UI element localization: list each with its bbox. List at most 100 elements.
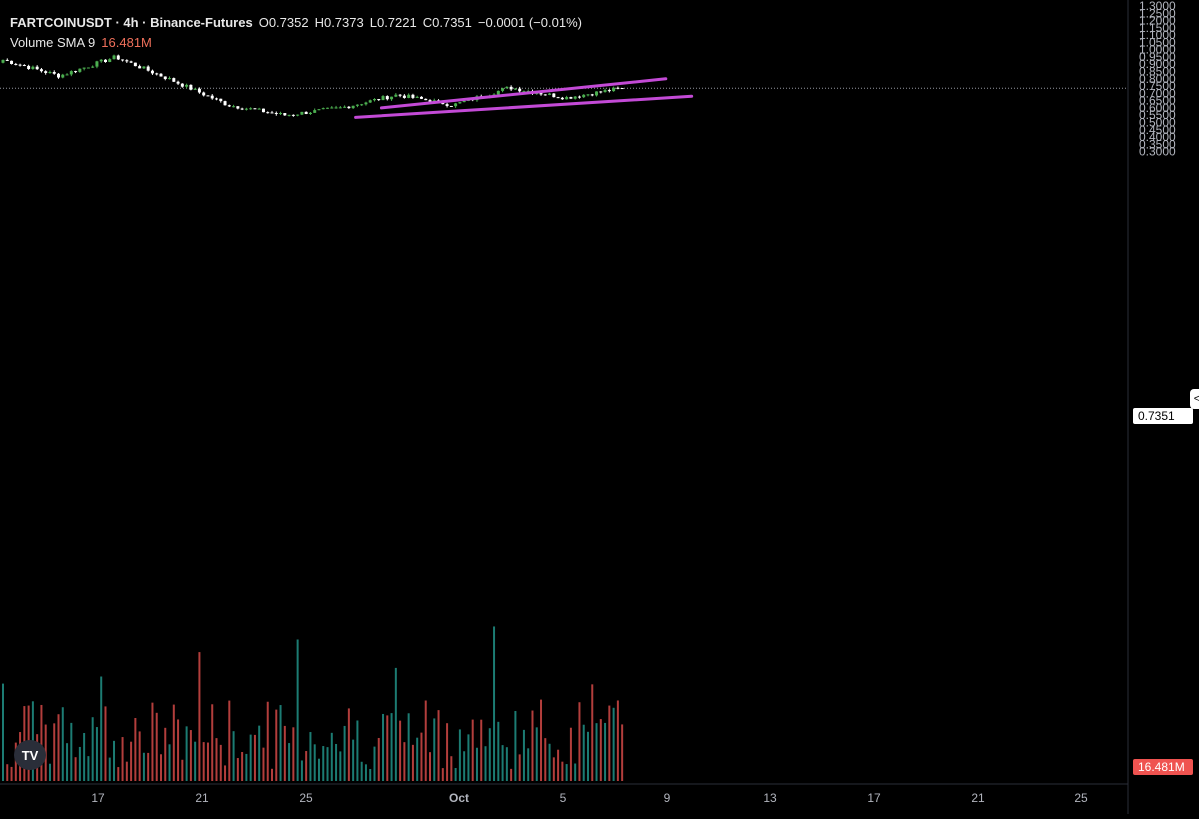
volume-row: Volume SMA 9 16.481M	[10, 32, 582, 52]
volume-bar	[147, 752, 150, 781]
candle-body	[326, 107, 330, 109]
y-tick-label: 0.6000	[1139, 101, 1176, 115]
volume-bar	[10, 766, 13, 781]
candle-body	[304, 111, 308, 114]
candle-body	[215, 98, 218, 100]
volume-bar	[87, 756, 90, 781]
volume-bar	[527, 748, 530, 781]
candle-body	[180, 83, 184, 87]
volume-bar	[134, 718, 137, 781]
candle-body	[172, 78, 176, 82]
candle-body	[612, 87, 616, 92]
volume-bar	[219, 744, 222, 781]
scale-toggle-button[interactable]: <	[1190, 389, 1199, 409]
volume-bar	[70, 722, 73, 781]
y-tick-label: 0.8000	[1139, 72, 1176, 86]
candle-body	[577, 96, 581, 98]
candle-body	[202, 92, 206, 96]
volume-bar	[138, 731, 141, 781]
y-tick-label: 0.9000	[1139, 57, 1176, 71]
candle-body	[509, 86, 513, 90]
volume-bar	[40, 704, 43, 781]
candle-body	[193, 88, 197, 90]
candle-body	[300, 111, 304, 115]
candle-body	[185, 84, 189, 87]
volume-bar	[616, 700, 619, 781]
volume-bar	[582, 724, 585, 781]
y-tick-label: 1.3000	[1139, 0, 1176, 13]
candle-body	[129, 61, 133, 63]
volume-bar	[407, 713, 410, 781]
y-tick-label: 0.7000	[1139, 86, 1176, 100]
trendline-upper	[379, 77, 668, 110]
volume-bar	[420, 732, 423, 781]
volume-bar	[83, 732, 86, 781]
candle-body	[48, 72, 52, 74]
candle-body	[210, 95, 214, 99]
volume-bar	[578, 702, 581, 781]
volume-bar	[437, 710, 440, 781]
open-readout: O0.7352	[258, 14, 309, 30]
trendline-lower	[354, 94, 694, 119]
candle-body	[95, 61, 99, 67]
volume-bar	[369, 768, 372, 781]
volume-bar	[100, 676, 103, 781]
candle-body	[573, 96, 577, 99]
x-tick-label: 17	[91, 791, 105, 805]
candle-body	[496, 90, 500, 95]
volume-bar	[535, 727, 538, 781]
symbol-title[interactable]: FARTCOINUSDT · 4h · Binance-Futures	[10, 14, 253, 30]
volume-bar	[2, 683, 4, 781]
volume-bar	[108, 757, 111, 781]
volume-bar	[266, 701, 269, 781]
candle-body	[18, 64, 22, 66]
candle-body	[385, 96, 389, 100]
y-tick-label: 0.8500	[1139, 65, 1176, 79]
candle-body	[402, 95, 406, 98]
candle-body	[236, 106, 240, 109]
volume-bar	[283, 725, 286, 781]
volume-bar	[74, 757, 77, 781]
candle-body	[513, 88, 517, 90]
volume-bar	[335, 743, 338, 781]
candle-body	[518, 88, 522, 92]
y-tick-label: 0.7500	[1139, 79, 1176, 93]
candle-body	[125, 60, 129, 62]
volume-bar	[53, 723, 56, 781]
last-price-tag: 0.7351	[1133, 408, 1193, 424]
volume-bar	[241, 752, 244, 781]
y-tick-label: 0.6500	[1139, 94, 1176, 108]
candle-body	[142, 66, 146, 69]
x-tick-label: 25	[299, 791, 313, 805]
chart-legend: FARTCOINUSDT · 4h · Binance-Futures O0.7…	[10, 12, 582, 52]
candle-body	[78, 68, 82, 72]
high-readout: H0.7373	[314, 14, 364, 30]
volume-bar	[429, 752, 431, 781]
volume-bar	[488, 728, 491, 781]
candle-body	[616, 87, 620, 89]
volume-bar	[95, 727, 98, 781]
y-tick-label: 1.0000	[1139, 43, 1176, 57]
volume-bar	[104, 706, 107, 781]
volume-bar	[326, 747, 329, 781]
volume-bar	[399, 720, 402, 781]
volume-bar	[57, 714, 60, 781]
volume-bar	[599, 719, 602, 781]
candle-body	[603, 90, 607, 93]
candle-body	[569, 97, 573, 99]
candle-body	[14, 63, 18, 65]
volume-bar	[510, 768, 513, 781]
candle-body	[176, 81, 180, 84]
candle-body	[424, 98, 428, 101]
y-tick-label: 1.1000	[1139, 28, 1176, 42]
x-tick-label: 21	[971, 791, 985, 805]
volume-bar	[604, 722, 607, 781]
volume-label[interactable]: Volume SMA 9	[10, 34, 96, 50]
tradingview-logo-icon[interactable]: TV	[14, 740, 46, 770]
volume-bar	[253, 734, 256, 781]
volume-bar	[330, 732, 333, 781]
volume-bar	[403, 742, 406, 781]
volume-bar	[621, 724, 624, 781]
